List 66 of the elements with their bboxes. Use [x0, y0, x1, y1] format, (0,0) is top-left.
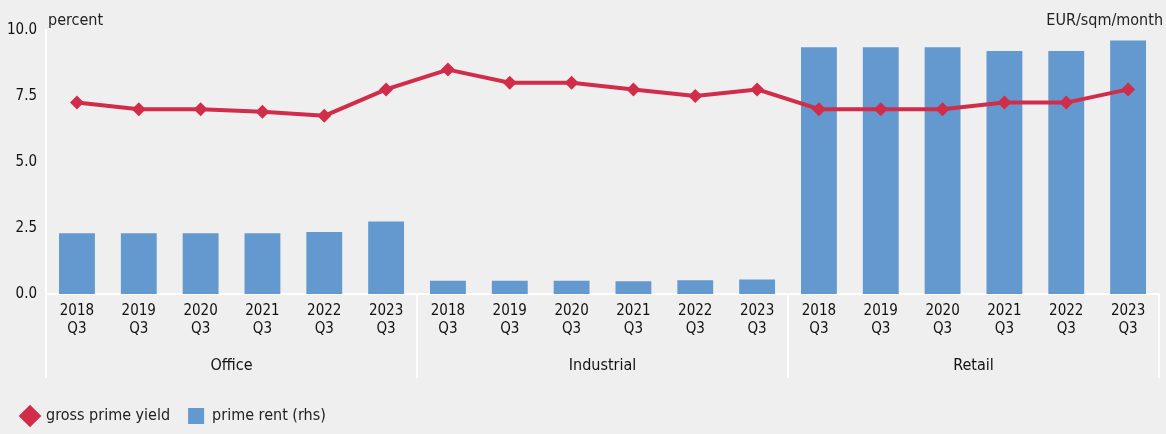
x-tick-label: 2023 Q3 — [739, 300, 775, 337]
y-tick-label: 0.0 — [15, 283, 38, 302]
point — [935, 102, 950, 117]
bar — [59, 233, 95, 294]
x-tick-label: 2019 Q3 — [863, 300, 898, 337]
bar — [924, 47, 961, 294]
point — [193, 102, 208, 117]
legend-label: gross prime yield — [46, 405, 171, 425]
text: Retail — [953, 355, 994, 375]
point — [502, 75, 517, 90]
x-tick-label: 2018 Q3 — [59, 300, 95, 337]
bar — [306, 231, 343, 294]
bar — [739, 279, 776, 294]
point — [1059, 95, 1074, 110]
bar — [368, 221, 405, 294]
point — [873, 102, 888, 117]
bar — [1048, 51, 1085, 294]
point — [750, 82, 765, 97]
x-tick-label: 2019 Q3 — [492, 300, 527, 337]
y-tick-label: 10.0 — [6, 19, 38, 38]
point — [997, 95, 1012, 110]
x-tick-label: 2020 Q3 — [925, 300, 960, 337]
point — [626, 82, 641, 97]
bar — [615, 281, 652, 294]
bar — [491, 280, 528, 294]
point — [811, 102, 826, 117]
legend-label: prime rent (rhs) — [212, 405, 326, 425]
x-tick-label: 2021 Q3 — [987, 300, 1022, 337]
y-tick-label: 2.5 — [15, 217, 38, 236]
bar — [182, 233, 219, 294]
x-tick-label: 2020 Q3 — [554, 300, 589, 337]
x-tick-label: 2020 Q3 — [183, 300, 218, 337]
y-tick-label: 5.0 — [15, 151, 38, 170]
x-tick-label: 2022 Q3 — [1049, 300, 1084, 337]
point — [131, 102, 146, 117]
point — [440, 62, 455, 77]
point — [688, 89, 703, 103]
point — [69, 95, 84, 110]
bar — [1110, 40, 1147, 294]
bar — [862, 47, 899, 294]
x-tick-label: 2022 Q3 — [307, 300, 342, 337]
x-tick-label: 2019 Q3 — [121, 300, 156, 337]
x-tick-label: 2021 Q3 — [616, 300, 651, 337]
x-tick-label: 2022 Q3 — [678, 300, 713, 337]
bar — [553, 280, 590, 294]
bar — [120, 233, 157, 294]
x-tick-label: 2023 Q3 — [368, 300, 404, 337]
point — [564, 75, 579, 90]
bar — [430, 280, 466, 294]
bar — [986, 51, 1023, 294]
bar — [244, 233, 281, 294]
text: Industrial — [568, 355, 637, 375]
y-axis-title: percent — [48, 10, 104, 30]
x-tick-label: 2021 Q3 — [245, 300, 280, 337]
y-tick-label: 7.5 — [15, 85, 38, 104]
x-tick-label: 2018 Q3 — [430, 300, 466, 337]
point — [255, 104, 270, 119]
text: Office — [210, 355, 253, 375]
point — [317, 108, 332, 123]
bar — [677, 280, 714, 294]
point — [379, 82, 394, 97]
x-tick-label: 2018 Q3 — [801, 300, 837, 337]
point — [1121, 82, 1136, 97]
bar — [801, 47, 837, 294]
x-tick-label: 2023 Q3 — [1110, 300, 1146, 337]
y2-axis-title: EUR/sqm/month — [1046, 10, 1163, 30]
